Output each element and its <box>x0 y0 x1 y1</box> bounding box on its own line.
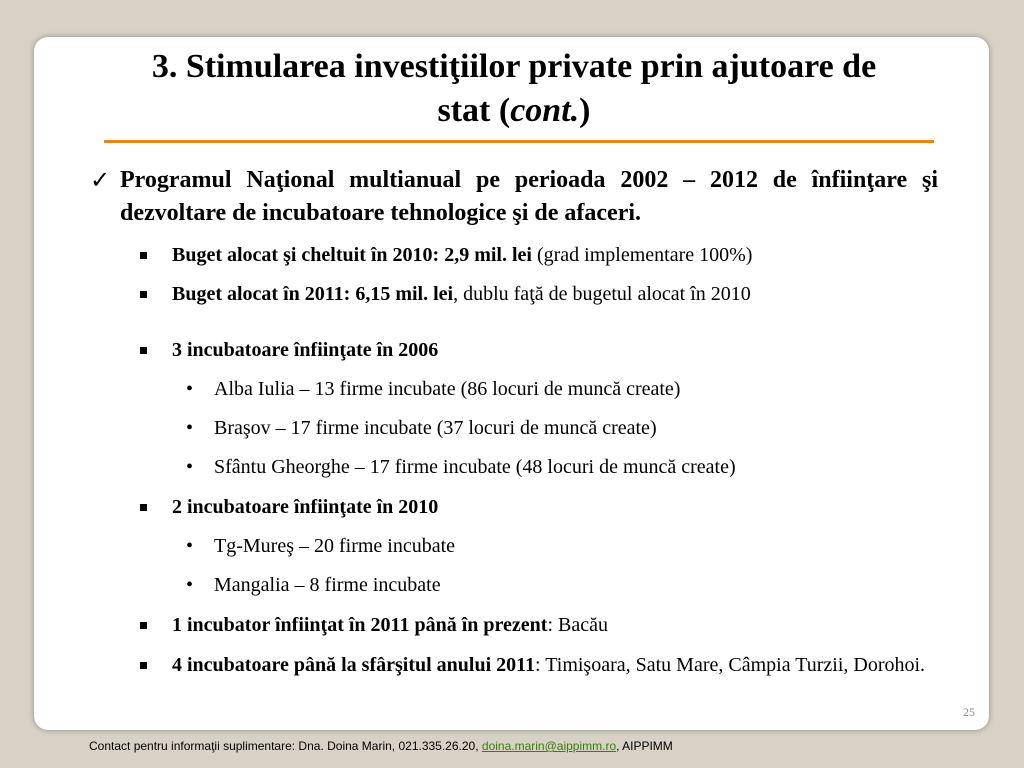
dot-bullet-icon: • <box>186 417 194 439</box>
square-bullet-icon <box>140 622 147 629</box>
bullet-budget-2011: Buget alocat în 2011: 6,15 mil. lei, dub… <box>140 278 938 310</box>
dot-bullet-icon: • <box>186 456 194 478</box>
slide: 3. Stimularea investiţiilor private prin… <box>34 37 989 730</box>
bullet-incubators-2010-label: 2 incubatoare înfiinţate în 2010 <box>172 496 439 518</box>
page-number: 25 <box>963 705 975 719</box>
dot-bullet-icon: • <box>186 574 194 596</box>
dot-bullet-icon: • <box>186 378 194 400</box>
bullet-incubators-2010: 2 incubatoare înfiinţate în 2010 <box>140 491 938 523</box>
bullet-budget-2011-rest: , dublu faţă de bugetul alocat în 2010 <box>453 283 751 305</box>
contact-footer: Contact pentru informaţii suplimentare: … <box>89 739 673 753</box>
slide-title: 3. Stimularea investiţiilor private prin… <box>74 45 954 133</box>
footer-contact-text: Contact pentru informaţii suplimentare: … <box>89 739 482 753</box>
list-item-text: Sfântu Gheorghe – 17 firme incubate (48 … <box>214 456 736 478</box>
bullet-budget-2011-bold: Buget alocat în 2011: 6,15 mil. lei <box>172 283 454 305</box>
list-item-text: Alba Iulia – 13 firme incubate (86 locur… <box>214 378 681 400</box>
list-item: • Alba Iulia – 13 firme incubate (86 loc… <box>186 373 934 405</box>
contact-email-link[interactable]: doina.marin@aippimm.ro <box>481 739 617 753</box>
title-line-2-prefix: stat ( <box>437 92 511 129</box>
title-divider <box>104 140 934 143</box>
list-item-text: Mangalia – 8 firme incubate <box>214 574 441 596</box>
checkmark-icon: ✓ <box>90 166 111 194</box>
square-bullet-icon <box>140 347 147 354</box>
list-item-text: Braşov – 17 firme incubate (37 locuri de… <box>214 417 657 439</box>
bullet-incubator-2011-bold: 1 incubator înfiinţat în 2011 până în pr… <box>172 614 548 636</box>
title-line-2-italic: cont. <box>510 92 580 129</box>
list-item-text: Tg-Mureş – 20 firme incubate <box>214 535 456 557</box>
bullet-budget-2010-bold: Buget alocat şi cheltuit în 2010: 2,9 mi… <box>172 244 532 266</box>
square-bullet-icon <box>140 662 147 669</box>
list-item: • Braşov – 17 firme incubate (37 locuri … <box>186 412 934 444</box>
bullet-budget-2010-rest: (grad implementare 100%) <box>531 244 753 266</box>
bullet-incubator-2011-rest: : Bacău <box>547 614 608 636</box>
bullet-incubators-2006: 3 incubatoare înfiinţate în 2006 <box>140 334 938 366</box>
bullet-incubators-end-2011-bold: 4 incubatoare până la sfârşitul anului 2… <box>172 654 536 676</box>
square-bullet-icon <box>140 291 147 298</box>
bullet-budget-2010: Buget alocat şi cheltuit în 2010: 2,9 mi… <box>140 239 938 271</box>
title-line-1: 3. Stimularea investiţiilor private prin… <box>151 48 877 85</box>
bullet-incubator-2011: 1 incubator înfiinţat în 2011 până în pr… <box>140 609 938 641</box>
list-item: • Mangalia – 8 firme incubate <box>186 569 934 601</box>
bullet-incubators-2006-label: 3 incubatoare înfiinţate în 2006 <box>172 339 439 361</box>
square-bullet-icon <box>140 504 147 511</box>
square-bullet-icon <box>140 252 147 259</box>
list-item: • Tg-Mureş – 20 firme incubate <box>186 530 934 562</box>
dot-bullet-icon: • <box>186 535 194 557</box>
footer-org: , AIPPIMM <box>616 739 673 753</box>
bullet-incubators-end-2011: 4 incubatoare până la sfârşitul anului 2… <box>140 649 938 681</box>
bullet-incubators-end-2011-rest: : Timişoara, Satu Mare, Câmpia Turzii, D… <box>535 654 926 676</box>
title-line-2-suffix: ) <box>579 92 591 129</box>
list-item: • Sfântu Gheorghe – 17 firme incubate (4… <box>186 451 934 483</box>
main-point: Programul Naţional multianual pe perioad… <box>120 167 938 226</box>
